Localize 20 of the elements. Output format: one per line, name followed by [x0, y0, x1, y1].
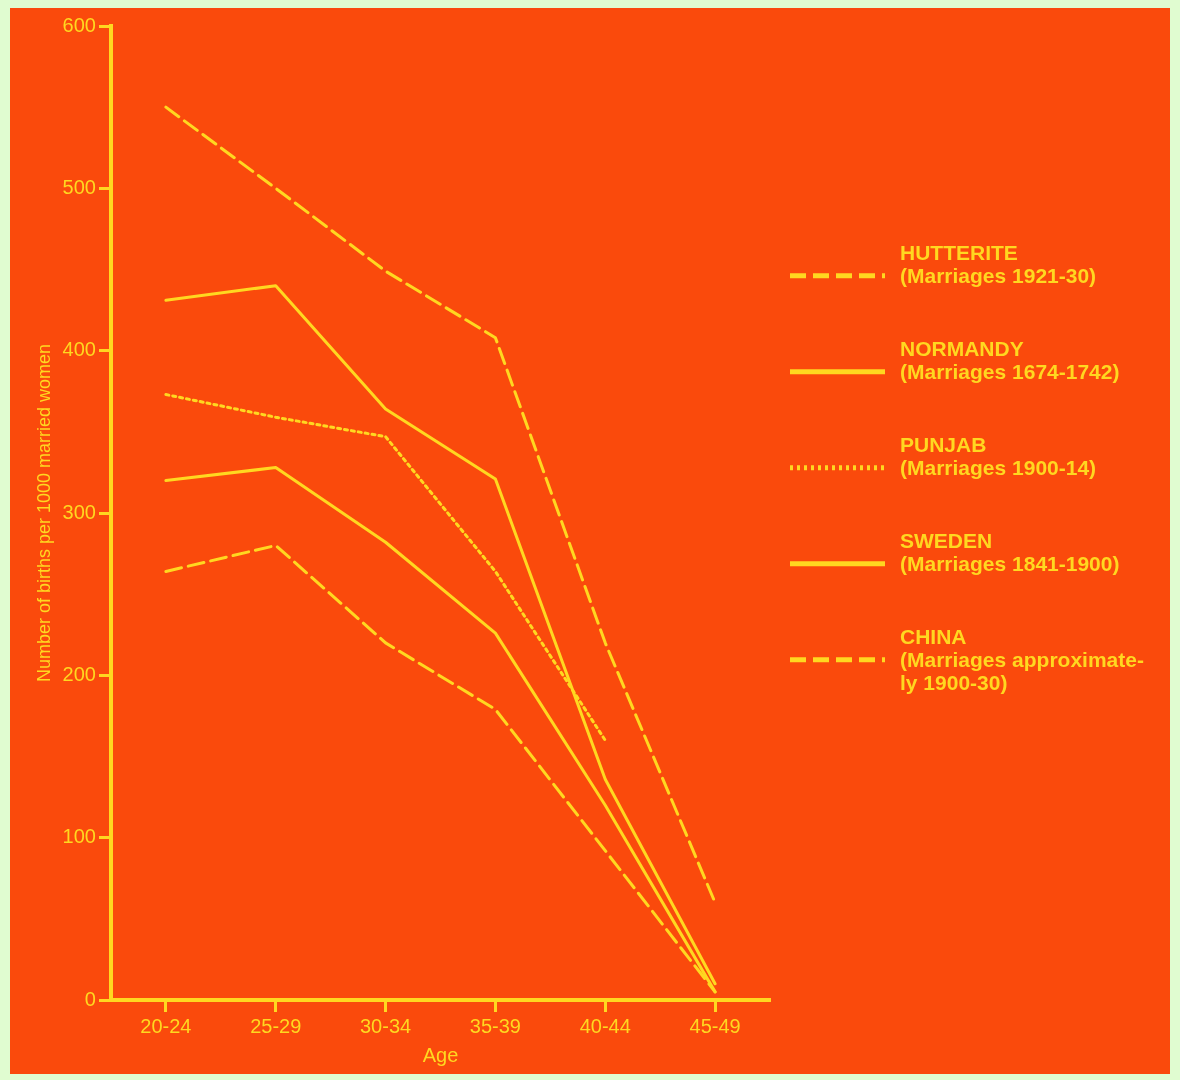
- y-tick-label: 0: [84, 987, 96, 1010]
- legend-label: PUNJAB (Marriages 1900-14): [900, 432, 1097, 479]
- legend-label: SWEDEN (Marriages 1841-1900): [900, 528, 1120, 575]
- y-tick-label: 200: [62, 662, 96, 685]
- x-axis-title: Age: [422, 1043, 459, 1066]
- y-tick-label: 600: [62, 13, 96, 36]
- y-tick-label: 400: [62, 338, 96, 361]
- y-tick-label: 300: [62, 500, 96, 523]
- legend-label: HUTTERITE (Marriages 1921-30): [900, 240, 1097, 287]
- x-tick-label: 25-29: [250, 1014, 302, 1037]
- x-tick-label: 30-34: [359, 1014, 412, 1037]
- y-tick-label: 100: [62, 825, 96, 848]
- x-tick-label: 35-39: [469, 1014, 521, 1037]
- y-tick-label: 500: [62, 175, 96, 198]
- x-tick-label: 45-49: [689, 1014, 741, 1037]
- x-tick-label: 40-44: [579, 1014, 631, 1037]
- x-tick-label: 20-24: [140, 1014, 192, 1037]
- legend-label: NORMANDY (Marriages 1674-1742): [900, 336, 1120, 383]
- y-axis-title: Number of births per 1000 married women: [33, 343, 54, 683]
- legend-label: CHINA (Marriages approximate- ly 1900-30): [900, 624, 1144, 694]
